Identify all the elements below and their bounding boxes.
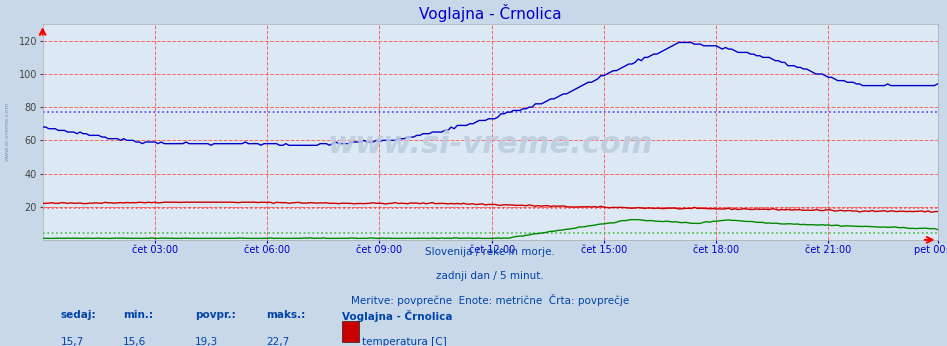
Text: 22,7: 22,7 <box>266 337 290 346</box>
Text: min.:: min.: <box>123 310 153 320</box>
Text: Slovenija / reke in morje.: Slovenija / reke in morje. <box>425 247 555 257</box>
Text: Meritve: povprečne  Enote: metrične  Črta: povprečje: Meritve: povprečne Enote: metrične Črta:… <box>351 294 629 306</box>
Bar <box>343 321 359 342</box>
Text: 15,7: 15,7 <box>61 337 83 346</box>
Text: maks.:: maks.: <box>266 310 306 320</box>
Text: temperatura [C]: temperatura [C] <box>362 337 447 346</box>
Text: www.si-vreme.com: www.si-vreme.com <box>328 130 652 160</box>
Text: povpr.:: povpr.: <box>195 310 236 320</box>
Text: Voglajna - Črnolica: Voglajna - Črnolica <box>343 310 453 322</box>
Title: Voglajna - Črnolica: Voglajna - Črnolica <box>419 4 562 22</box>
Text: sedaj:: sedaj: <box>61 310 97 320</box>
Text: 15,6: 15,6 <box>123 337 147 346</box>
Text: www.si-vreme.com: www.si-vreme.com <box>5 102 10 161</box>
Text: 19,3: 19,3 <box>195 337 218 346</box>
Text: zadnji dan / 5 minut.: zadnji dan / 5 minut. <box>437 271 544 281</box>
